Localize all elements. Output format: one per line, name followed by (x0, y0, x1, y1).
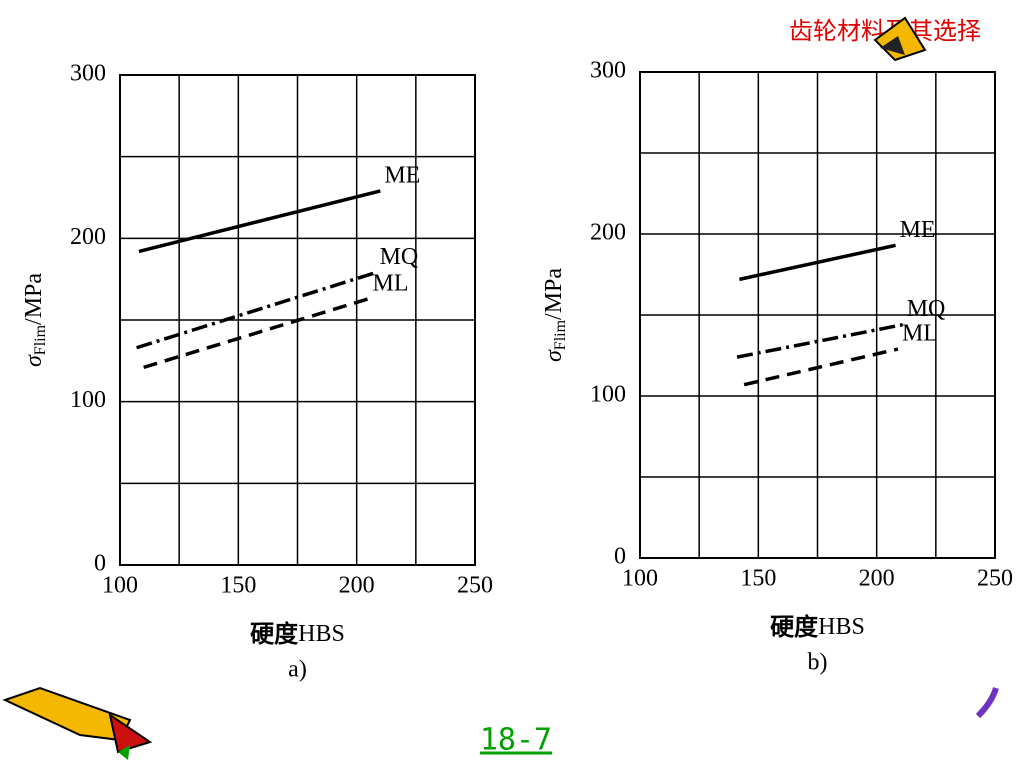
slide-number: 18-7 (480, 723, 552, 758)
series-label: ME (384, 162, 420, 188)
y-axis-label: σFlim/MPa (541, 268, 569, 362)
pencil-icon (873, 16, 927, 62)
y-axis-subscript: Flim (32, 324, 49, 355)
series-label: ME (900, 217, 936, 243)
x-tick-label: 250 (977, 566, 1013, 592)
x-axis-name: 硬度 (250, 620, 299, 648)
y-tick-label: 100 (590, 382, 626, 408)
x-tick-label: 200 (859, 566, 895, 592)
y-axis-symbol: σ (541, 349, 567, 362)
series-line (743, 347, 899, 387)
series-label: MQ (380, 244, 419, 270)
x-axis-unit: HBS (298, 621, 345, 647)
y-tick-label: 300 (70, 61, 106, 87)
x-tick-label: 100 (102, 573, 138, 599)
x-tick-label: 150 (220, 573, 256, 599)
x-axis-name: 硬度 (770, 613, 819, 641)
series-label: MQ (907, 296, 946, 322)
y-axis-label: σFlim/MPa (21, 273, 49, 367)
panel-label: a) (288, 657, 307, 683)
x-tick-label: 150 (740, 566, 776, 592)
panel-label: b) (808, 650, 828, 676)
x-tick-label: 200 (339, 573, 375, 599)
y-axis-unit: /MPa (541, 268, 567, 320)
x-tick-label: 100 (622, 566, 658, 592)
y-axis-subscript: Flim (552, 319, 569, 350)
x-axis-unit: HBS (818, 614, 865, 640)
y-axis-symbol: σ (21, 354, 47, 367)
pen-mark (975, 687, 999, 719)
series-label: ML (902, 321, 938, 347)
series-line (143, 297, 370, 370)
series-line (138, 189, 381, 254)
x-axis-label: 硬度HBS (770, 613, 865, 641)
y-tick-label: 0 (614, 544, 626, 570)
series-line (136, 270, 377, 350)
x-tick-label: 250 (457, 573, 493, 599)
series-label: ML (373, 270, 409, 296)
series-line (739, 243, 896, 282)
pencil-icon (2, 686, 153, 760)
y-tick-label: 300 (590, 58, 626, 84)
y-tick-label: 100 (70, 387, 106, 413)
y-tick-label: 200 (590, 220, 626, 246)
y-tick-label: 0 (94, 551, 106, 577)
y-tick-label: 200 (70, 224, 106, 250)
y-axis-unit: /MPa (21, 273, 47, 325)
x-axis-label: 硬度HBS (250, 620, 345, 648)
